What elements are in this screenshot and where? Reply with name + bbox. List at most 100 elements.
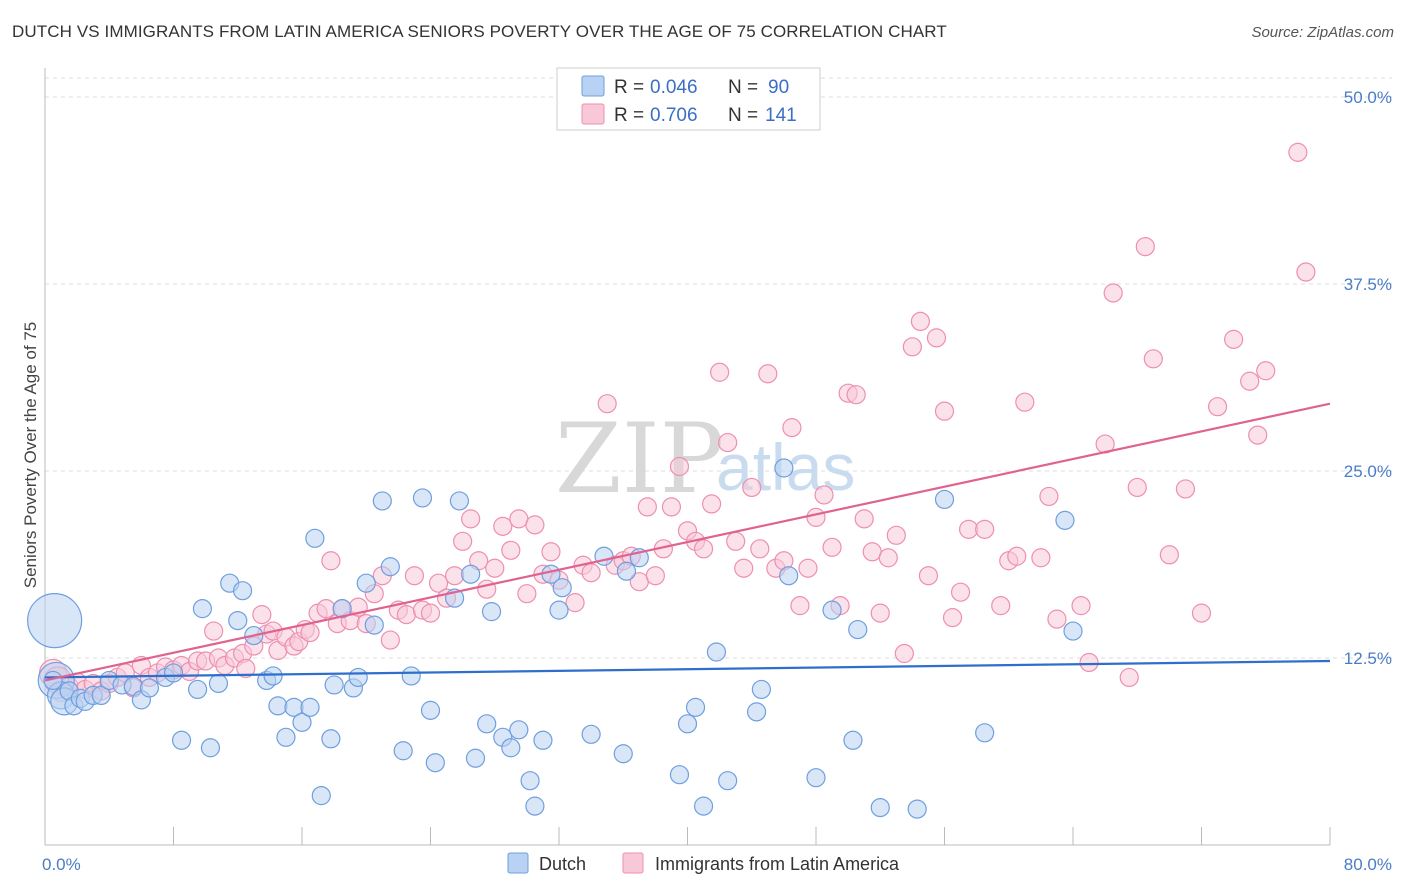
latin-point [597, 394, 617, 414]
dutch-point [163, 663, 184, 683]
axes [44, 68, 1331, 846]
latin-point [581, 563, 601, 583]
latin-point [404, 566, 425, 586]
dutch-point [549, 600, 569, 620]
latin-point [204, 621, 224, 641]
dutch-point [449, 491, 470, 511]
dutch-point [332, 599, 352, 619]
watermark-zip: ZIP [555, 403, 724, 515]
dutch-point [276, 727, 296, 747]
dutch-point [616, 561, 637, 581]
latin-point [758, 364, 778, 384]
latin-point [934, 401, 955, 421]
dutch-point [751, 679, 771, 700]
legend-r-value-dutch: 0.046 [650, 77, 698, 98]
latin-point [1071, 596, 1091, 616]
latin-point [894, 643, 914, 664]
latin-point [918, 566, 939, 586]
dutch-point [907, 799, 927, 819]
latin-point [1119, 667, 1139, 688]
dutch-point [481, 602, 502, 622]
dutch-point [1055, 510, 1075, 530]
latin-point [782, 418, 802, 438]
legend-n-label-latin: N = [728, 105, 758, 126]
latin-point [236, 658, 256, 679]
latin-point [380, 630, 400, 650]
dutch-point [412, 488, 433, 508]
dutch-point [420, 700, 441, 720]
dutch-point [380, 557, 400, 577]
dutch-point [746, 702, 767, 722]
latin-point [790, 596, 810, 616]
latin-point [1224, 329, 1244, 349]
dutch-point [934, 489, 955, 510]
latin-point [252, 605, 272, 625]
dutch-point [425, 753, 445, 773]
y-tick-label: 50.0% [1344, 88, 1392, 107]
dutch-point [300, 697, 320, 717]
latin-point [1191, 603, 1212, 623]
trend-line-latin [44, 402, 1331, 682]
latin-point [1159, 545, 1179, 565]
dutch-point [292, 712, 312, 732]
latin-point [1256, 361, 1276, 381]
dutch-point [848, 619, 868, 640]
dutch-point [774, 458, 794, 478]
latin-point [1039, 486, 1059, 507]
latin-point [942, 608, 963, 628]
watermark: ZIP atlas [555, 403, 855, 515]
dutch-point [232, 581, 253, 601]
latin-point [814, 485, 834, 505]
dutch-point [509, 720, 529, 740]
latin-point [902, 337, 922, 357]
bottom-legend-label-latin: Immigrants from Latin America [655, 854, 900, 874]
latin-point [1103, 283, 1123, 303]
legend-r-value-latin: 0.706 [650, 105, 698, 126]
latin-point [975, 519, 995, 539]
dutch-point [311, 786, 331, 806]
dutch-point [461, 564, 481, 584]
latin-point [453, 531, 473, 551]
dutch-point [91, 685, 111, 706]
dutch-point [581, 724, 601, 744]
latin-point [1079, 652, 1099, 673]
latin-point [870, 603, 890, 623]
latin-point [1175, 479, 1196, 499]
latin-point [669, 456, 690, 477]
y-tick-label: 25.0% [1344, 462, 1392, 481]
dutch-point [263, 666, 283, 686]
dutch-point [324, 675, 344, 695]
latin-point [485, 558, 505, 578]
dutch-point [192, 599, 213, 619]
bottom-legend-swatch-dutch [507, 852, 529, 874]
dutch-point [685, 697, 706, 717]
latin-point [1288, 142, 1308, 162]
dutch-point [139, 678, 160, 698]
x-tick-labels: 0.0% 80.0% [42, 855, 1392, 874]
dutch-point [477, 714, 497, 734]
bottom-legend-label-dutch: Dutch [539, 854, 586, 874]
dutch-point [718, 771, 738, 791]
dutch-point [187, 679, 208, 700]
trend-lines [44, 402, 1331, 682]
latin-point [1207, 397, 1228, 417]
chart-title: DUTCH VS IMMIGRANTS FROM LATIN AMERICA S… [12, 22, 947, 41]
latin-point [1240, 371, 1260, 391]
dutch-point [806, 768, 826, 788]
latin-point [1007, 546, 1027, 566]
bottom-legend-swatch-latin [622, 852, 644, 874]
latin-point [846, 385, 866, 405]
latin-point [1127, 477, 1147, 498]
series-dutch-points [27, 458, 1083, 819]
legend-n-value-latin: 141 [765, 105, 797, 126]
latin-point [1135, 237, 1155, 257]
legend-r-label-dutch: R = [614, 77, 644, 98]
dutch-point [520, 771, 540, 791]
latin-point [517, 584, 537, 604]
latin-point [316, 599, 336, 619]
dutch-point [200, 738, 221, 758]
latin-point [726, 531, 746, 551]
latin-point [710, 362, 730, 382]
dutch-point [356, 573, 376, 593]
